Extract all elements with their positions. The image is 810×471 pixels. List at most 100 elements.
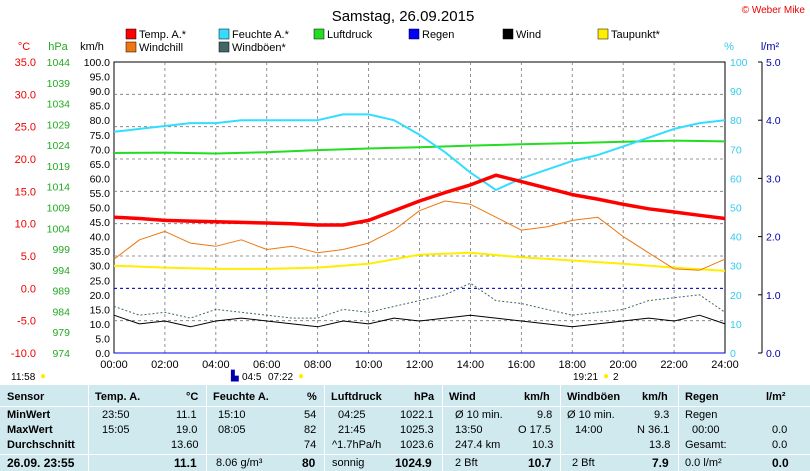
temp-tick-9: -10.0 xyxy=(11,348,36,360)
header-hum-unit: % xyxy=(307,391,317,403)
row-avg-press-value: 1023.6 xyxy=(400,439,434,451)
wind-tick-14: 30.0 xyxy=(90,261,111,273)
pressure-tick-14: 974 xyxy=(52,348,70,360)
legend-swatch-4 xyxy=(502,28,514,40)
row-avg-rain-value: 0.0 xyxy=(772,439,788,451)
series-windb-en xyxy=(113,282,726,319)
pressure-tick-7: 1009 xyxy=(47,203,71,215)
legend-label-6: Windchill xyxy=(139,42,183,54)
series-windchill xyxy=(113,200,726,271)
row-avg-press-trend: ^1.7hPa/h xyxy=(332,439,382,451)
legend-swatch-0 xyxy=(125,28,137,40)
time-tick-2: 04:00 xyxy=(202,359,230,371)
wind-tick-18: 10.0 xyxy=(90,319,111,331)
time-tick-3: 06:00 xyxy=(253,359,281,371)
header-sensor: Sensor xyxy=(7,391,45,403)
sunrise-time: 07:22 xyxy=(268,372,294,383)
copyright-label: © Weber Mike xyxy=(742,5,806,16)
wind-tick-6: 70.0 xyxy=(90,144,111,156)
wind-tick-11: 45.0 xyxy=(90,217,111,229)
temp-tick-3: 20.0 xyxy=(15,154,36,166)
time-tick-12: 24:00 xyxy=(711,359,739,371)
legend-swatch-2 xyxy=(313,28,325,40)
chart-title: Samstag, 26.09.2015 xyxy=(332,8,475,25)
header-temp-unit: °C xyxy=(186,391,199,403)
row-min-hum-time: 15:10 xyxy=(218,409,246,421)
legend: Temp. A.* Feuchte A.* Luftdruck Regen Wind Ta… xyxy=(125,28,661,54)
row-max-gust-value: N 36.1 xyxy=(637,424,670,436)
rain-unit-label: l/m² xyxy=(761,41,780,53)
sunset-icon: ● xyxy=(603,371,610,382)
sun-icon: ● xyxy=(298,371,305,382)
row-min-gust-time: Ø 10 min. xyxy=(567,409,615,421)
pressure-tick-6: 1014 xyxy=(47,182,71,194)
row-current-gust-value: 7.9 xyxy=(652,456,669,470)
pressure-tick-3: 1029 xyxy=(47,119,71,131)
time-tick-8: 16:00 xyxy=(508,359,536,371)
pressure-unit-label: hPa xyxy=(48,41,68,53)
pressure-tick-12: 984 xyxy=(52,306,70,318)
row-current-label: 26.09. 23:55 xyxy=(7,456,75,470)
legend-swatch-3 xyxy=(408,28,420,40)
row-current-hum-value: 80 xyxy=(302,456,316,470)
row-min-hum-value: 54 xyxy=(304,409,317,421)
legend-label-1: Feuchte A.* xyxy=(232,29,290,41)
sunrise-label: 04:5 xyxy=(242,372,262,383)
wind-tick-16: 20.0 xyxy=(90,290,111,302)
legend-swatch-5 xyxy=(597,28,609,40)
humidity-tick-3: 70 xyxy=(730,144,742,156)
humidity-tick-5: 50 xyxy=(730,203,742,215)
wind-unit-label: km/h xyxy=(80,41,104,53)
wind-tick-13: 35.0 xyxy=(90,246,111,258)
legend-label-0: Temp. A.* xyxy=(139,29,187,41)
legend-label-5: Taupunkt* xyxy=(611,29,661,41)
humidity-tick-10: 0 xyxy=(730,348,736,360)
time-tick-1: 02:00 xyxy=(151,359,179,371)
row-max-wind-dir: O 17.5 xyxy=(518,424,552,436)
row-avg-label: Durchschnitt xyxy=(7,439,75,451)
header-gust: Windböen xyxy=(567,391,621,403)
row-avg-wind-distance: 247.4 km xyxy=(455,439,501,451)
rain-tick-3: 2.0 xyxy=(766,232,781,244)
legend-swatch-7 xyxy=(218,41,230,53)
row-min-temp-value: 11.1 xyxy=(176,409,197,421)
wind-tick-12: 40.0 xyxy=(90,232,111,244)
humidity-tick-8: 20 xyxy=(730,290,742,302)
sunset-time: 19:21 xyxy=(573,372,599,383)
weather-chart: Samstag, 26.09.2015 © Weber Mike Temp. A… xyxy=(11,5,806,371)
rain-tick-2: 3.0 xyxy=(766,173,781,185)
humidity-tick-0: 100 xyxy=(730,57,748,69)
series-luftdruck xyxy=(113,139,726,155)
moon-time: 11:58 xyxy=(11,372,36,383)
pressure-tick-2: 1034 xyxy=(47,99,71,111)
row-max-temp-value: 19.0 xyxy=(176,424,198,436)
pressure-tick-9: 999 xyxy=(52,244,70,256)
row-min-press-value: 1022.1 xyxy=(400,409,434,421)
legend-swatch-1 xyxy=(218,28,230,40)
wind-tick-3: 85.0 xyxy=(90,101,111,113)
sunset-extra: 2 xyxy=(613,372,619,383)
series-feuchte-a xyxy=(113,113,726,191)
row-min-rain-time: Regen xyxy=(685,409,718,421)
row-min-press-time: 04:25 xyxy=(338,409,366,421)
row-min-gust-value: 9.3 xyxy=(654,409,670,421)
wind-tick-9: 55.0 xyxy=(90,188,111,200)
humidity-tick-9: 10 xyxy=(730,319,742,331)
time-tick-7: 14:00 xyxy=(457,359,485,371)
time-tick-4: 08:00 xyxy=(304,359,332,371)
humidity-tick-1: 90 xyxy=(730,86,742,98)
temp-tick-6: 5.0 xyxy=(21,251,36,263)
legend-label-2: Luftdruck xyxy=(327,29,373,41)
moon-icon: ● xyxy=(40,371,47,382)
series-wind xyxy=(113,314,726,328)
temp-tick-0: 35.0 xyxy=(15,57,36,69)
row-current-press-value: 1024.9 xyxy=(395,456,432,470)
pressure-tick-1: 1039 xyxy=(47,78,71,90)
wind-tick-15: 25.0 xyxy=(90,275,111,287)
row-max-gust-time: 14:00 xyxy=(575,424,603,436)
pressure-tick-5: 1019 xyxy=(47,161,71,173)
pressure-tick-11: 989 xyxy=(52,286,70,298)
header-gust-unit: km/h xyxy=(642,391,668,403)
wind-tick-0: 100.0 xyxy=(84,57,110,69)
row-min-wind-time: Ø 10 min. xyxy=(455,409,503,421)
